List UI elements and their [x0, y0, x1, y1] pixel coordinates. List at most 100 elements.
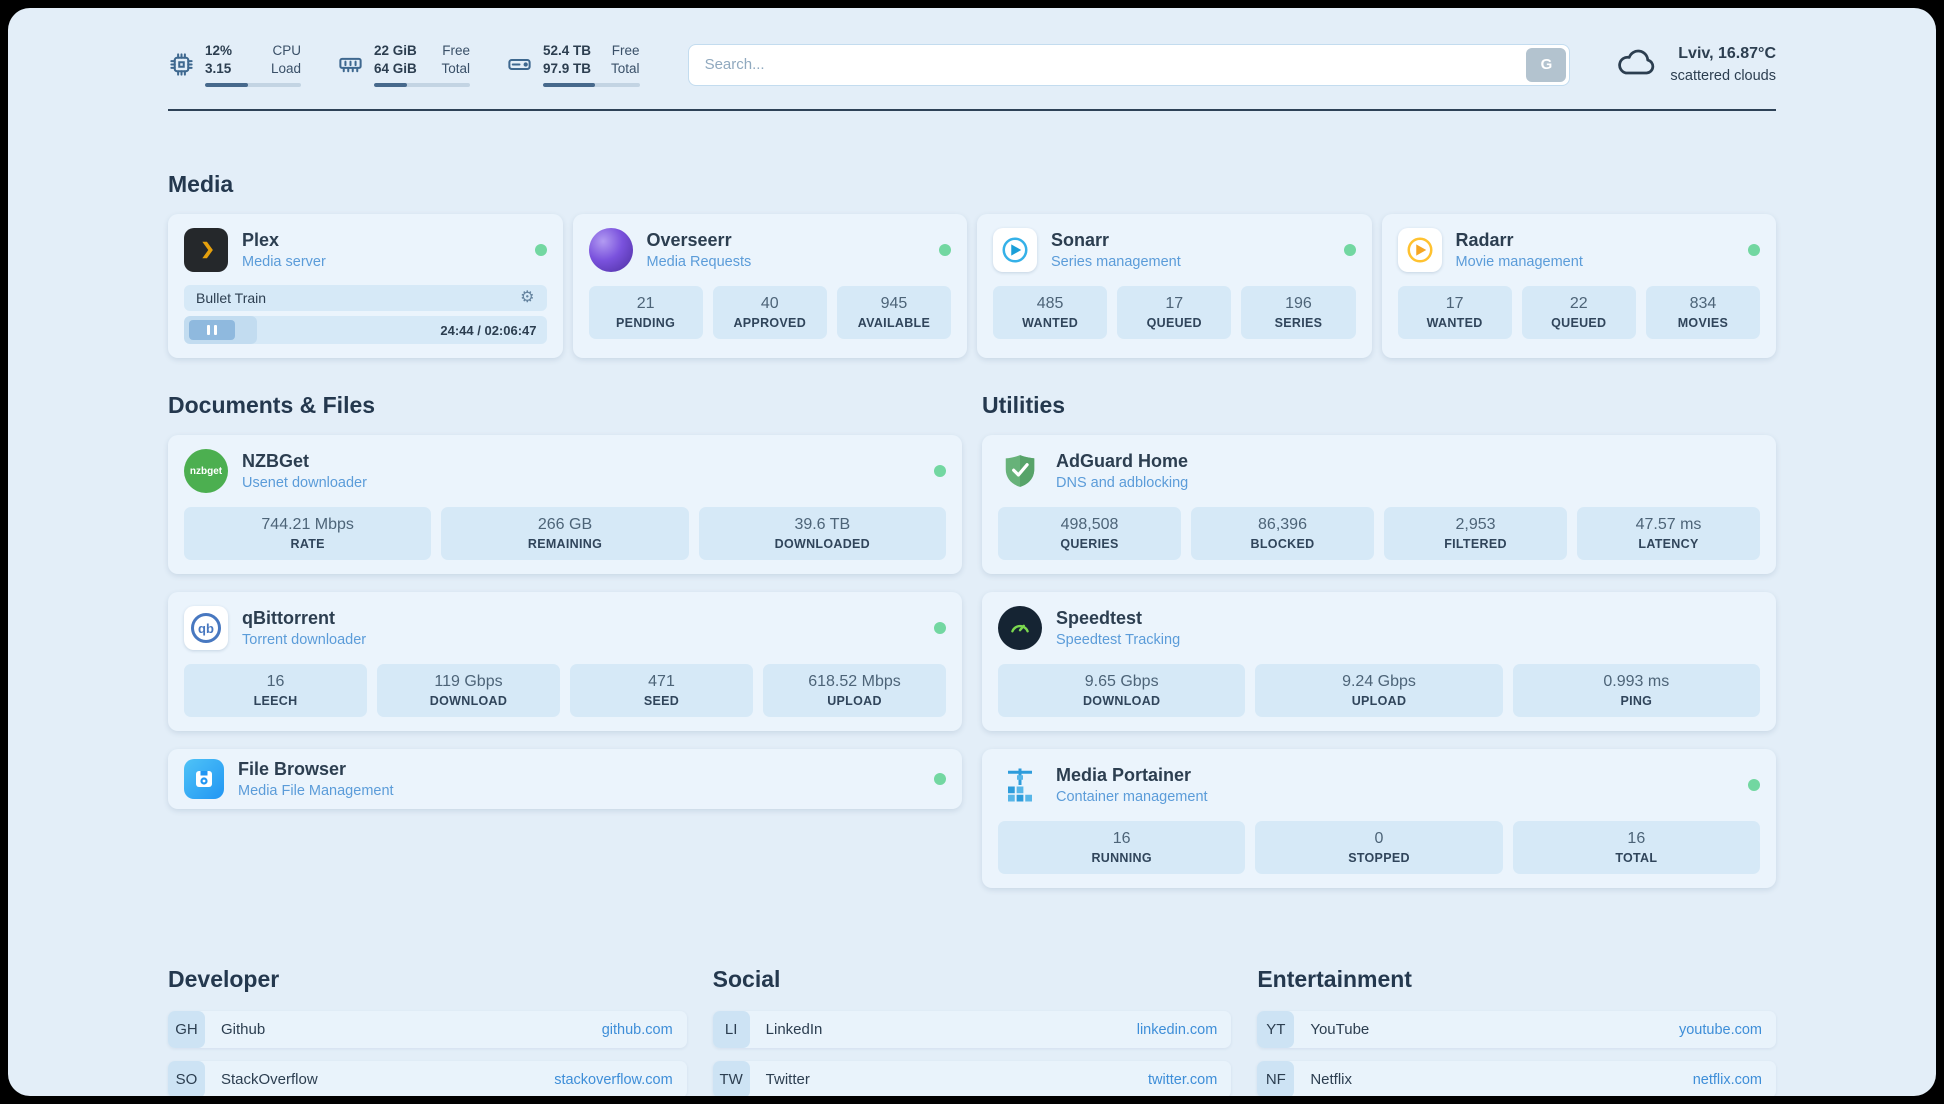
disk-usage-bar — [543, 83, 640, 88]
app-card-qbittorrent[interactable]: qb qBittorrent Torrent downloader 16 LEE… — [168, 592, 962, 732]
stat-rate: 744.21 Mbps RATE — [184, 507, 432, 561]
filebrowser-icon — [184, 759, 224, 800]
app-card-portainer[interactable]: Media Portainer Container management 16 … — [982, 749, 1776, 889]
section-title-entertainment: Entertainment — [1257, 966, 1412, 993]
stat-latency: 47.57 ms LATENCY — [1577, 507, 1760, 561]
bookmark-stackoverflow[interactable]: SO StackOverflow stackoverflow.com — [168, 1061, 687, 1096]
search-engine-button[interactable]: G — [1526, 47, 1567, 82]
stat-downloaded: 39.6 TB DOWNLOADED — [698, 507, 946, 561]
bookmark-youtube[interactable]: YT YouTube youtube.com — [1257, 1011, 1776, 1049]
weather-condition: scattered clouds — [1670, 67, 1776, 84]
app-card-filebrowser[interactable]: File Browser Media File Management — [168, 749, 962, 810]
stat-available: 945 AVAILABLE — [836, 286, 952, 340]
app-name: qBittorrent — [242, 608, 335, 629]
playback-progress-bar[interactable]: 24:44 / 02:06:47 — [184, 316, 547, 345]
app-card-speedtest[interactable]: Speedtest Speedtest Tracking 9.65 Gbps D… — [982, 592, 1776, 732]
stat-movies: 834 MOVIES — [1645, 286, 1761, 340]
app-name: NZBGet — [242, 451, 309, 472]
radarr-icon — [1397, 228, 1442, 273]
bookmark-github[interactable]: GH Github github.com — [168, 1011, 687, 1049]
plex-icon — [184, 228, 228, 273]
disk-free-label: Free — [611, 43, 640, 58]
qbittorrent-icon: qb — [184, 606, 228, 651]
app-card-nzbget[interactable]: nzbget NZBGet Usenet downloader 744.21 M… — [168, 435, 962, 575]
ram-usage-bar — [374, 83, 470, 88]
settings-gear-icon[interactable]: ⚙ — [520, 289, 535, 307]
app-subtitle: Media Requests — [646, 254, 752, 271]
app-name: Radarr — [1455, 230, 1514, 251]
disk-free-value: 52.4 TB — [543, 43, 592, 58]
dashboard: 12% 3.15 CPU Load — [8, 8, 1936, 1096]
app-subtitle: Container management — [1056, 789, 1208, 806]
section-documents: Documents & Files nzbget NZBGet Usenet d… — [168, 392, 962, 810]
status-online-dot — [1748, 779, 1760, 792]
bookmark-url[interactable]: netflix.com — [1692, 1071, 1762, 1088]
section-social: Social LI LinkedIn linkedin.com TW Twitt… — [712, 966, 1232, 1096]
adguard-icon — [998, 449, 1042, 493]
bookmark-twitter[interactable]: TW Twitter twitter.com — [712, 1061, 1232, 1096]
app-subtitle: Media server — [242, 254, 326, 271]
app-card-adguard[interactable]: AdGuard Home DNS and adblocking 498,508 … — [982, 435, 1776, 575]
bookmark-netflix[interactable]: NF Netflix netflix.com — [1257, 1061, 1776, 1096]
ram-total-label: Total — [441, 61, 470, 77]
bookmark-url[interactable]: stackoverflow.com — [554, 1071, 673, 1088]
disk-total-label: Total — [611, 61, 640, 77]
stat-upload: 618.52 Mbps UPLOAD — [763, 664, 946, 718]
app-card-plex[interactable]: Plex Media server Bullet Train ⚙ 24:44 /… — [168, 214, 563, 359]
section-title-developer: Developer — [168, 966, 280, 993]
app-subtitle: Media File Management — [238, 783, 394, 800]
bookmark-linkedin[interactable]: LI LinkedIn linkedin.com — [712, 1011, 1232, 1049]
stat-running: 16 RUNNING — [998, 821, 1246, 875]
app-name: File Browser — [238, 759, 347, 780]
ram-icon — [337, 51, 364, 78]
section-utilities: Utilities AdGuard Home D — [982, 392, 1776, 889]
disk-widget: 52.4 TB 97.9 TB Free Total — [506, 42, 640, 88]
overseerr-icon — [588, 228, 633, 273]
stat-filtered: 2,953 FILTERED — [1384, 507, 1567, 561]
bookmark-name: YouTube — [1310, 1021, 1370, 1039]
search-input[interactable] — [687, 43, 1571, 86]
stat-queued: 22 QUEUED — [1521, 286, 1636, 340]
bookmark-url[interactable]: linkedin.com — [1136, 1021, 1218, 1038]
app-card-sonarr[interactable]: Sonarr Series management 485 WANTED 17 Q… — [977, 214, 1372, 359]
status-online-dot — [934, 465, 946, 478]
cpu-widget: 12% 3.15 CPU Load — [168, 42, 301, 88]
section-title-social: Social — [712, 966, 781, 993]
bookmark-name: LinkedIn — [765, 1021, 823, 1039]
app-card-overseerr[interactable]: Overseerr Media Requests 21 PENDING 40 A… — [572, 214, 967, 359]
app-subtitle: DNS and adblocking — [1056, 475, 1189, 492]
stat-leech: 16 LEECH — [184, 664, 367, 718]
section-entertainment: Entertainment YT YouTube youtube.com NF … — [1257, 966, 1776, 1096]
portainer-icon — [998, 763, 1042, 807]
top-bar: 12% 3.15 CPU Load — [168, 42, 1776, 88]
app-card-radarr[interactable]: Radarr Movie management 17 WANTED 22 QUE… — [1381, 214, 1776, 359]
app-subtitle: Movie management — [1455, 254, 1583, 271]
cloud-icon — [1614, 46, 1658, 83]
bookmark-abbr: TW — [712, 1061, 750, 1096]
cpu-usage-bar — [205, 83, 301, 88]
search-bar: G — [687, 43, 1571, 86]
section-title-utilities: Utilities — [982, 392, 1066, 419]
status-online-dot — [1343, 244, 1356, 257]
stat-queries: 498,508 QUERIES — [998, 507, 1181, 561]
section-media: Media Plex Media server Bullet Train — [168, 171, 1776, 359]
status-online-dot — [934, 773, 946, 786]
weather-widget: Lviv, 16.87°C scattered clouds — [1614, 43, 1776, 86]
stat-queued: 17 QUEUED — [1117, 286, 1232, 340]
system-stats: 12% 3.15 CPU Load — [168, 42, 640, 88]
app-name: Plex — [242, 230, 280, 251]
bookmark-abbr: LI — [712, 1011, 750, 1049]
bookmark-name: StackOverflow — [221, 1071, 318, 1089]
status-online-dot — [939, 244, 951, 257]
stat-blocked: 86,396 BLOCKED — [1191, 507, 1374, 561]
stat-remaining: 266 GB REMAINING — [441, 507, 689, 561]
bookmark-url[interactable]: twitter.com — [1148, 1071, 1218, 1088]
cpu-icon — [168, 51, 195, 78]
bookmark-url[interactable]: youtube.com — [1678, 1021, 1762, 1038]
bookmark-url[interactable]: github.com — [601, 1021, 673, 1038]
stat-seed: 471 SEED — [570, 664, 753, 718]
pause-button[interactable] — [189, 320, 235, 341]
stat-approved: 40 APPROVED — [712, 286, 827, 340]
bookmark-abbr: SO — [168, 1061, 205, 1096]
app-name: Speedtest — [1056, 608, 1143, 629]
